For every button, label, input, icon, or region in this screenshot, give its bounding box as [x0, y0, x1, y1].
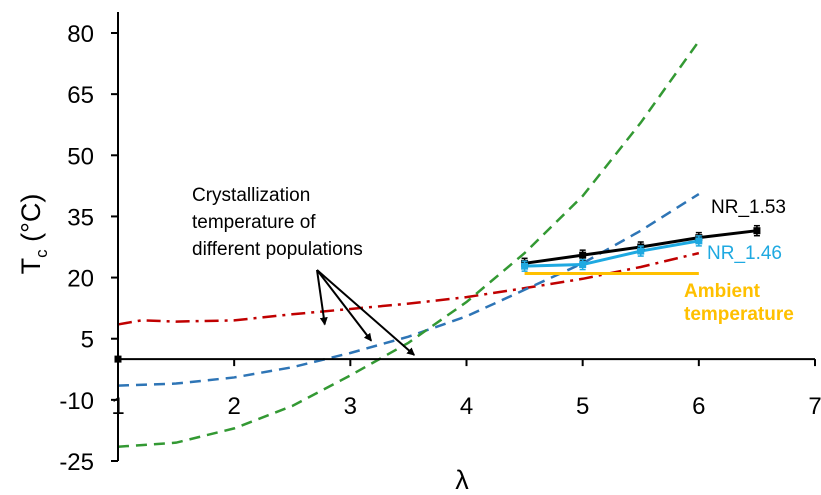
x-tick-label: 5 — [576, 393, 589, 420]
annotation-arrow — [316, 269, 415, 356]
y-tick-label: 50 — [67, 143, 94, 170]
y-axis-title: Tc (°C) — [16, 194, 51, 275]
ticks-layer: -25 -10 5 20 35 50 65 80 1 2 3 4 5 6 7 — [59, 21, 821, 476]
y-tick-label: -10 — [59, 388, 94, 415]
series-label-nr-1-53: NR_1.53 — [711, 197, 786, 218]
y-axis-title-main: T — [16, 258, 46, 275]
annotation-arrow — [316, 269, 328, 326]
data-point — [521, 262, 529, 270]
y-tick-label: 35 — [67, 204, 94, 231]
y-tick-label: 20 — [67, 266, 94, 293]
y-axis-title-unit: (°C) — [16, 194, 46, 250]
x-axis-title: λ — [455, 465, 469, 495]
series-label-ambient: Ambient temperature — [684, 281, 794, 325]
y-tick-label: 65 — [67, 82, 94, 109]
x-tick-label: 7 — [808, 393, 821, 420]
y-axis-title-sub: c — [32, 249, 51, 258]
y-tick-label: -25 — [59, 449, 94, 476]
y-tick-label: 5 — [81, 327, 94, 354]
data-point — [579, 251, 587, 259]
series-label-nr-1-46: NR_1.46 — [707, 243, 782, 264]
x-tick-label: 6 — [692, 393, 705, 420]
ambient-label-line-2: temperature — [684, 304, 794, 325]
annotation-line-2: temperature of — [192, 212, 316, 233]
curve-3 — [117, 40, 700, 448]
data-point — [114, 355, 122, 363]
x-tick-label: 2 — [227, 393, 240, 420]
x-tick-label: 4 — [460, 393, 473, 420]
annotation-line-3: different populations — [192, 239, 363, 260]
data-point — [579, 261, 587, 269]
data-point — [695, 237, 703, 245]
marks-layer — [114, 224, 761, 363]
data-point — [753, 227, 761, 235]
y-tick-label: 80 — [67, 21, 94, 48]
curve-1 — [117, 251, 700, 326]
curves-layer — [117, 40, 758, 448]
x-tick-label: 1 — [111, 393, 124, 420]
series-line-nr-1-46 — [524, 239, 700, 268]
annotation-arrow — [316, 269, 373, 342]
annotation-line-1: Crystallization — [192, 185, 310, 206]
data-point — [637, 247, 645, 255]
crystallization-annotation: Crystallization temperature of different p… — [192, 185, 363, 260]
ambient-label-line-1: Ambient — [684, 281, 761, 302]
x-tick-label: 3 — [344, 393, 357, 420]
